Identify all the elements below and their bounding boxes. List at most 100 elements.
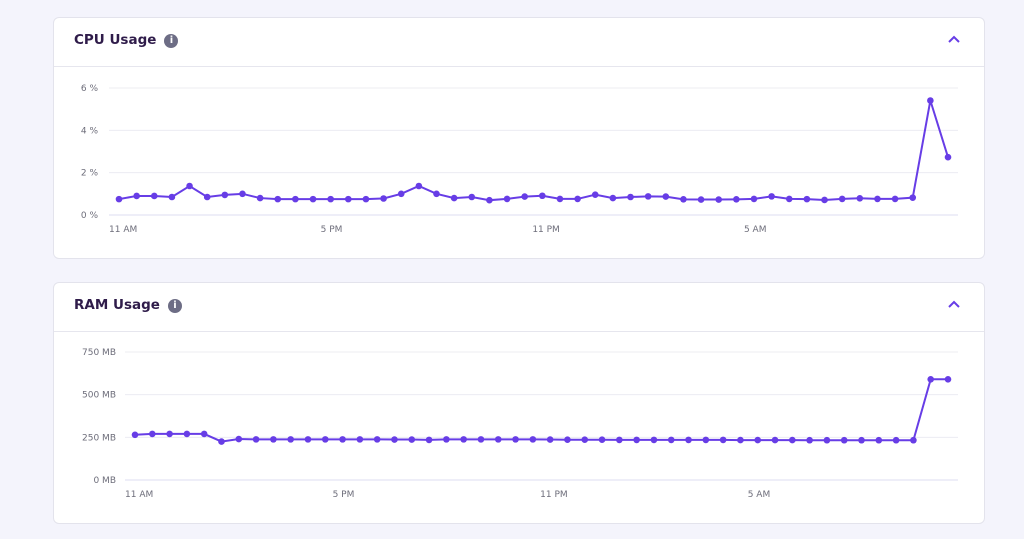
series-line (118, 100, 949, 202)
data-point (168, 193, 176, 201)
data-point (397, 190, 405, 198)
x-tick-label: 11 AM (109, 225, 137, 235)
data-point (662, 193, 670, 200)
y-tick-label: 250 MB (82, 433, 116, 443)
data-point (309, 195, 317, 203)
data-point (339, 436, 346, 443)
data-point (650, 436, 658, 444)
data-point (274, 195, 282, 203)
data-point (321, 436, 329, 443)
ram-usage-header[interactable]: RAM Usage i (54, 283, 984, 332)
data-point (874, 195, 881, 203)
data-point (425, 436, 433, 444)
x-tick-label: 11 PM (540, 490, 568, 500)
data-point (221, 191, 229, 199)
data-point (252, 436, 260, 443)
data-point (287, 436, 294, 443)
data-point (486, 196, 493, 204)
data-point (609, 194, 617, 202)
y-tick-label: 0 MB (93, 476, 116, 486)
y-tick-label: 0 % (81, 211, 99, 221)
data-point (823, 436, 831, 444)
data-point (856, 194, 864, 202)
x-tick-label: 5 AM (744, 225, 767, 235)
data-point (719, 436, 727, 444)
data-point (715, 196, 723, 203)
data-point (768, 193, 775, 200)
data-point (892, 436, 900, 444)
data-point (891, 195, 899, 203)
data-point (115, 195, 123, 203)
info-icon[interactable]: i (167, 299, 182, 313)
data-point (803, 195, 811, 203)
data-point (133, 192, 140, 200)
data-point (203, 193, 211, 201)
data-point (150, 192, 158, 200)
data-point (858, 436, 865, 444)
data-point (292, 195, 299, 203)
data-point (380, 195, 387, 202)
data-point (733, 196, 740, 203)
data-point (391, 436, 398, 443)
data-point (875, 436, 883, 444)
data-point (754, 436, 762, 444)
data-point (644, 193, 652, 200)
chevron-up-icon[interactable] (946, 32, 962, 48)
data-point (821, 196, 828, 204)
data-point (521, 193, 528, 200)
data-point (131, 431, 139, 439)
y-tick-label: 500 MB (82, 391, 116, 401)
series-line (134, 378, 948, 443)
ram-usage-card: RAM Usage i 0 MB 250 MB 500 MB 750 MB 11 AM 5 … (53, 282, 985, 524)
data-point (415, 182, 423, 190)
data-point (477, 436, 485, 443)
data-point (539, 192, 546, 200)
data-point (408, 436, 416, 443)
data-point (909, 194, 917, 201)
ram-usage-chart: 0 MB 250 MB 500 MB 750 MB 11 AM 5 PM 11 PM 5 AM (82, 348, 958, 500)
data-point (556, 195, 564, 203)
cpu-usage-card: CPU Usage i 0 % 2 % 4 % 6 % 11 AM 5 PM 11 PM 5 A… (53, 17, 985, 259)
data-point (840, 436, 848, 444)
data-point (529, 436, 537, 443)
data-point (148, 430, 156, 438)
data-point (239, 190, 246, 198)
y-tick-label: 750 MB (82, 348, 116, 358)
data-point (373, 436, 381, 443)
data-point (806, 436, 813, 444)
data-point (468, 193, 476, 201)
card-title-text: RAM Usage (74, 297, 160, 313)
data-point (944, 376, 952, 383)
data-point (771, 436, 779, 444)
data-point (218, 438, 225, 445)
data-point (910, 436, 917, 444)
data-point (667, 436, 675, 444)
data-point (737, 436, 744, 444)
data-point (450, 194, 458, 202)
data-point (512, 436, 519, 443)
data-point (789, 436, 796, 444)
data-point (356, 436, 364, 443)
cpu-usage-header[interactable]: CPU Usage i (54, 18, 984, 67)
data-point (494, 436, 502, 443)
card-title-text: CPU Usage (74, 32, 157, 48)
data-point (616, 436, 623, 444)
data-point (697, 196, 705, 203)
data-point (627, 193, 634, 201)
info-icon[interactable]: i (164, 34, 179, 48)
data-point (685, 436, 692, 444)
y-tick-label: 4 % (81, 126, 99, 136)
data-point (235, 435, 243, 443)
data-point (581, 436, 589, 444)
data-point (166, 430, 173, 438)
data-point (702, 436, 710, 444)
x-tick-label: 5 PM (321, 225, 343, 235)
data-point (598, 436, 606, 444)
data-point (362, 195, 370, 203)
data-point (183, 430, 191, 438)
x-tick-label: 5 AM (748, 490, 771, 500)
chevron-up-icon[interactable] (946, 297, 962, 313)
data-point (944, 153, 952, 161)
data-point (680, 196, 687, 203)
data-point (785, 195, 793, 203)
